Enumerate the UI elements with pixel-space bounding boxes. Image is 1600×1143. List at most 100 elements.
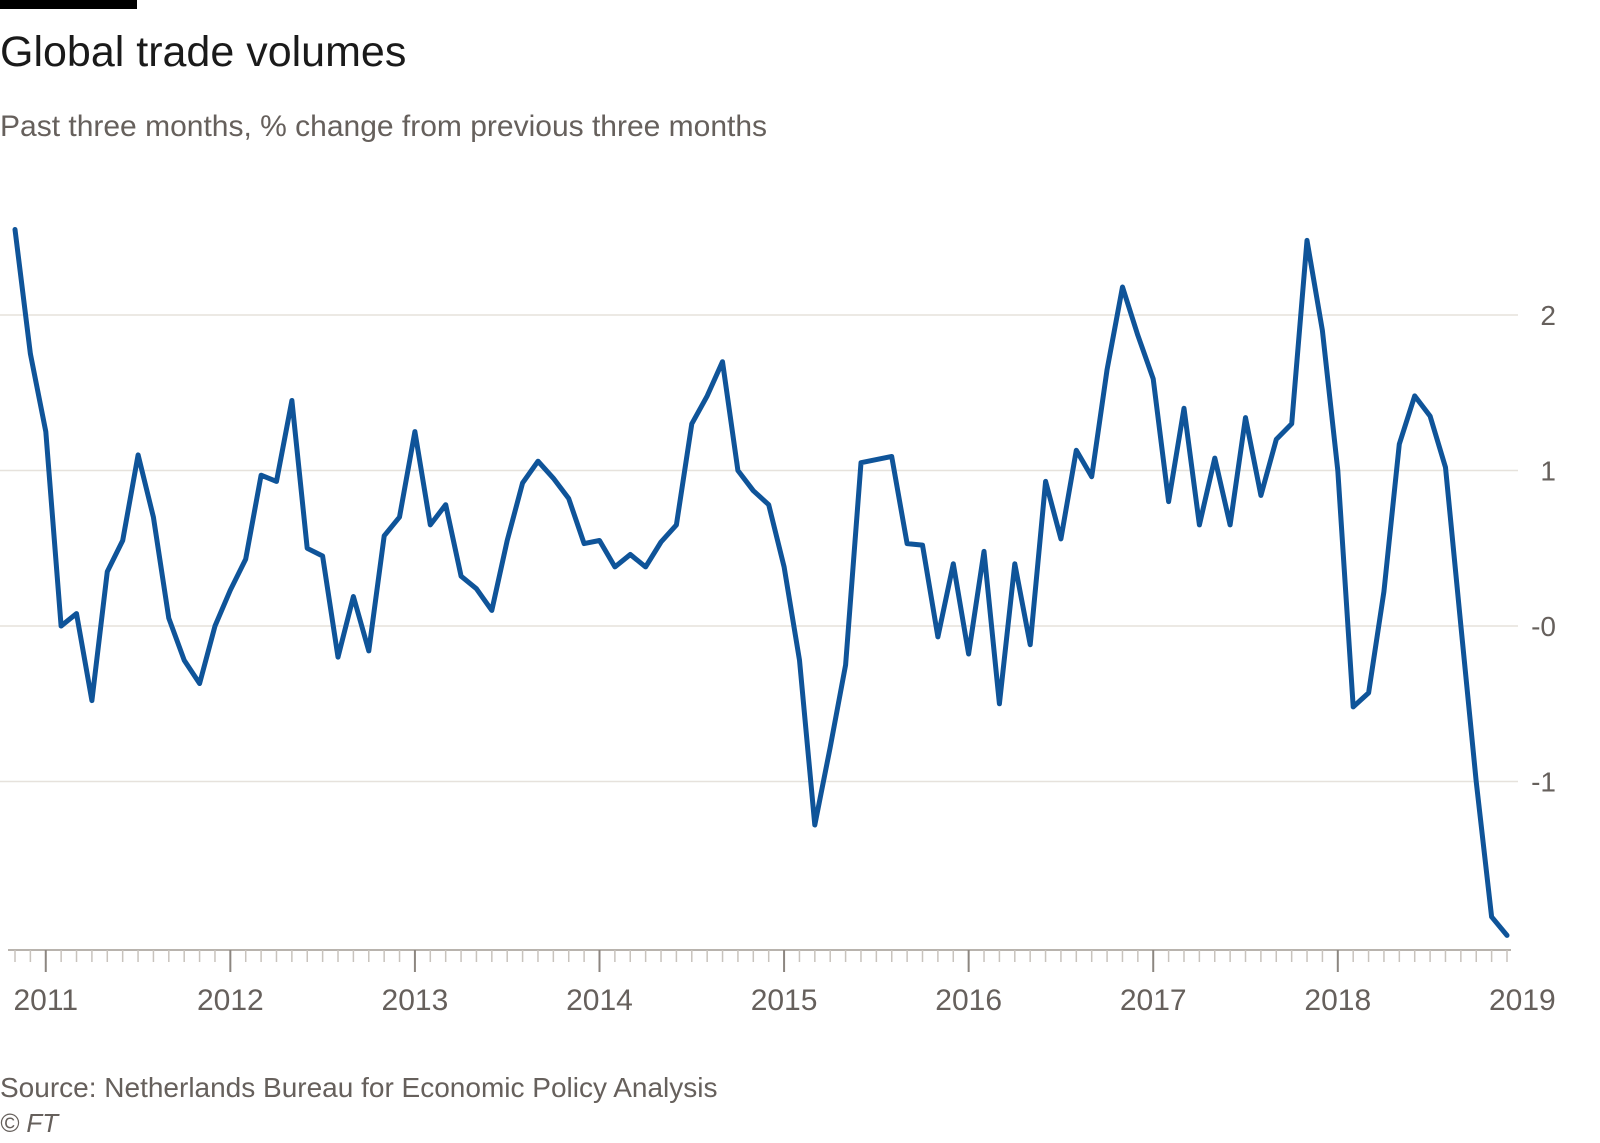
y-tick-label: -1 [1531, 767, 1556, 798]
data-point [951, 561, 956, 566]
data-point [428, 522, 433, 527]
y-tick-label: 1 [1540, 456, 1556, 487]
data-point [1012, 561, 1017, 566]
data-point [982, 549, 987, 554]
top-accent-bar [0, 0, 137, 9]
data-point [1397, 442, 1402, 447]
x-tick-label: 2018 [1304, 984, 1371, 1017]
data-point [182, 658, 187, 663]
x-tick-label: 2012 [197, 984, 264, 1017]
data-point [674, 522, 679, 527]
data-point [1489, 914, 1494, 919]
source-note: Source: Netherlands Bureau for Economic … [0, 1072, 718, 1103]
data-point [828, 745, 833, 750]
data-point [874, 457, 879, 462]
data-point [1228, 522, 1233, 527]
data-point [843, 662, 848, 667]
data-point [782, 564, 787, 569]
data-point [582, 541, 587, 546]
data-point [1043, 479, 1048, 484]
data-point [74, 611, 79, 616]
data-point [305, 546, 310, 551]
data-point [535, 459, 540, 464]
data-point [689, 421, 694, 426]
data-point [289, 398, 294, 403]
data-point [43, 429, 48, 434]
data-point [858, 460, 863, 465]
data-point [120, 538, 125, 543]
data-point [1181, 406, 1186, 411]
data-point [166, 616, 171, 621]
data-point [382, 533, 387, 538]
data-point [1058, 536, 1063, 541]
data-point [336, 655, 341, 660]
data-point [751, 488, 756, 493]
y-tick-label: -0 [1531, 611, 1556, 642]
data-point [397, 515, 402, 520]
data-point [1212, 456, 1217, 461]
data-point [1089, 474, 1094, 479]
data-point [1412, 393, 1417, 398]
x-tick-label: 2011 [14, 984, 79, 1017]
data-point [1074, 448, 1079, 453]
data-point [443, 502, 448, 507]
data-point [366, 648, 371, 653]
data-point [228, 588, 233, 593]
data-point [320, 554, 325, 559]
data-point [1428, 414, 1433, 419]
data-point [566, 496, 571, 501]
data-point [659, 540, 664, 545]
data-point [474, 586, 479, 591]
data-point [1166, 499, 1171, 504]
data-point [1274, 437, 1279, 442]
data-point [412, 429, 417, 434]
data-point [1258, 493, 1263, 498]
data-point [151, 515, 156, 520]
data-point [1135, 333, 1140, 338]
data-point [551, 476, 556, 481]
data-point [28, 351, 33, 356]
data-point [812, 823, 817, 828]
data-point [1289, 421, 1294, 426]
x-tick-label: 2017 [1120, 984, 1187, 1017]
x-tick-label: 2013 [382, 984, 449, 1017]
data-point [1351, 704, 1356, 709]
series-line [12, 227, 1510, 938]
data-point [1151, 376, 1156, 381]
data-point [351, 594, 356, 599]
x-tick-label: 2019 [1489, 984, 1556, 1017]
data-point [705, 393, 710, 398]
data-point [1120, 285, 1125, 290]
data-point [1320, 328, 1325, 333]
data-point [797, 658, 802, 663]
chart-subtitle: Past three months, % change from previou… [0, 110, 768, 143]
data-point [520, 480, 525, 485]
data-point [735, 468, 740, 473]
data-point [59, 624, 64, 629]
data-point [489, 608, 494, 613]
data-point [905, 541, 910, 546]
data-point [243, 557, 248, 562]
data-point [612, 564, 617, 569]
data-point [1505, 933, 1510, 938]
data-point [1243, 415, 1248, 420]
data-point [505, 538, 510, 543]
data-point [1105, 367, 1110, 372]
data-point [1305, 238, 1310, 243]
x-tick-label: 2016 [935, 984, 1002, 1017]
data-point [1381, 589, 1386, 594]
data-point [997, 701, 1002, 706]
data-point [766, 502, 771, 507]
data-point [459, 574, 464, 579]
data-point [259, 473, 264, 478]
data-point [597, 538, 602, 543]
data-point [643, 564, 648, 569]
data-point [197, 681, 202, 686]
data-point [1197, 522, 1202, 527]
data-point [889, 454, 894, 459]
data-point [89, 698, 94, 703]
line-chart: 2 1 -0 -1 2011 2012 2013 2014 2015 2016 2017 2018 20… [0, 227, 1556, 1017]
data-point [13, 227, 18, 232]
x-tick-label: 2014 [566, 984, 633, 1017]
data-point [1474, 779, 1479, 784]
